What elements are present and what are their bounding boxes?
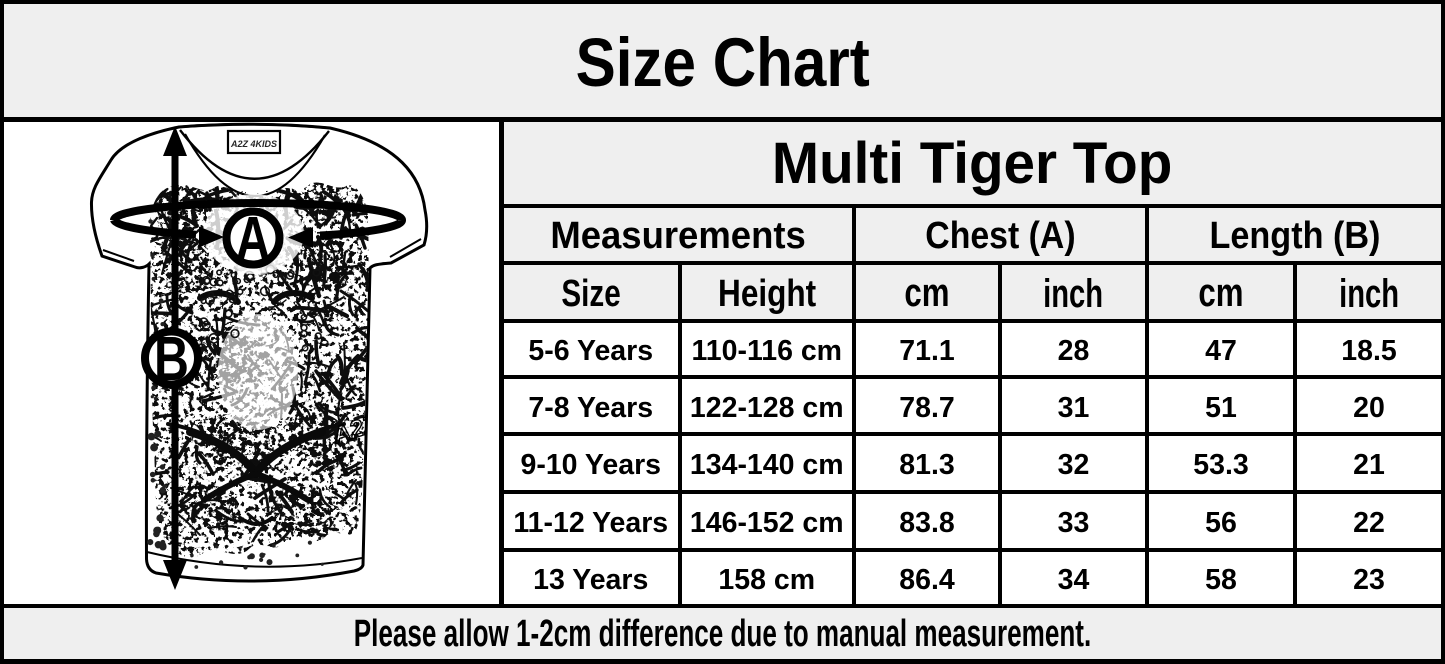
svg-text:B: B [154, 324, 189, 393]
svg-text:A2Z 4KIDS: A2Z 4KIDS [230, 139, 277, 149]
svg-text:A: A [236, 204, 271, 273]
